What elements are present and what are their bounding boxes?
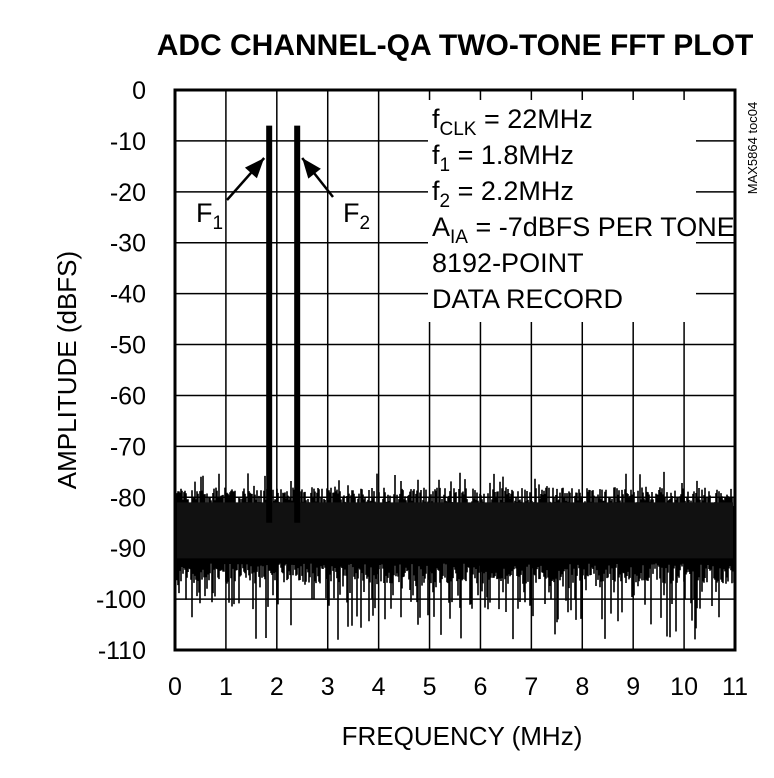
legend-box [428, 100, 696, 322]
tone-spike [266, 125, 273, 523]
condition-line: DATA RECORD [432, 284, 623, 314]
tone-spike [294, 125, 301, 523]
condition-line: AIA = -7dBFS PER TONE [432, 212, 735, 248]
x-tick-label: 8 [575, 673, 589, 701]
condition-line: 8192-POINT [432, 248, 584, 278]
x-tick-label: 2 [270, 673, 284, 701]
y-tick-label: -40 [110, 281, 146, 309]
x-tick-label: 1 [219, 673, 233, 701]
y-tick-label: -90 [110, 535, 146, 563]
tone-label: F2 [343, 198, 370, 234]
chart-title: ADC CHANNEL-QA TWO-TONE FFT PLOT [157, 29, 754, 62]
y-tick-label: -30 [110, 230, 146, 258]
tone-spikes [266, 125, 301, 523]
tone-arrowhead [302, 158, 321, 179]
y-tick-label: -80 [110, 484, 146, 512]
x-tick-labels: 0 1 2 3 4 5 6 7 8 9 10 11 [168, 673, 748, 701]
y-tick-label: 0 [132, 77, 146, 105]
y-tick-label: -20 [110, 179, 146, 207]
x-tick-label: 10 [670, 673, 698, 701]
y-tick-label: -50 [110, 332, 146, 360]
condition-line: f2 = 2.2MHz [432, 176, 574, 212]
y-tick-label: -110 [98, 637, 146, 665]
x-tick-label: 4 [372, 673, 386, 701]
condition-line: f1 = 1.8MHz [432, 140, 574, 176]
y-tick-label: -70 [110, 433, 146, 461]
figure-code: MAX5864 toc04 [745, 102, 760, 195]
x-tick-label: 0 [168, 673, 182, 701]
plot-frame [173, 88, 737, 652]
noise-core [177, 502, 733, 559]
x-tick-label: 7 [524, 673, 538, 701]
x-tick-label: 6 [474, 673, 488, 701]
x-tick-label: 3 [321, 673, 335, 701]
x-tick-label: 9 [626, 673, 640, 701]
y-tick-label: -100 [96, 586, 146, 614]
tone-annotations: F1 F2 [196, 157, 370, 234]
x-tick-label: 11 [722, 673, 748, 701]
y-tick-labels: 0 -10 -20 -30 -40 -50 -60 -70 -80 -90 -100 -110 [96, 77, 146, 665]
y-tick-label: -60 [110, 382, 146, 410]
x-axis-label: FREQUENCY (MHz) [342, 721, 583, 751]
y-axis-label: AMPLITUDE (dBFS) [52, 251, 82, 489]
x-tick-label: 5 [423, 673, 437, 701]
condition-line: fCLK = 22MHz [432, 104, 593, 140]
tone-arrowhead [244, 158, 265, 179]
tone-label: F1 [196, 198, 223, 234]
y-tick-label: -10 [110, 128, 146, 156]
